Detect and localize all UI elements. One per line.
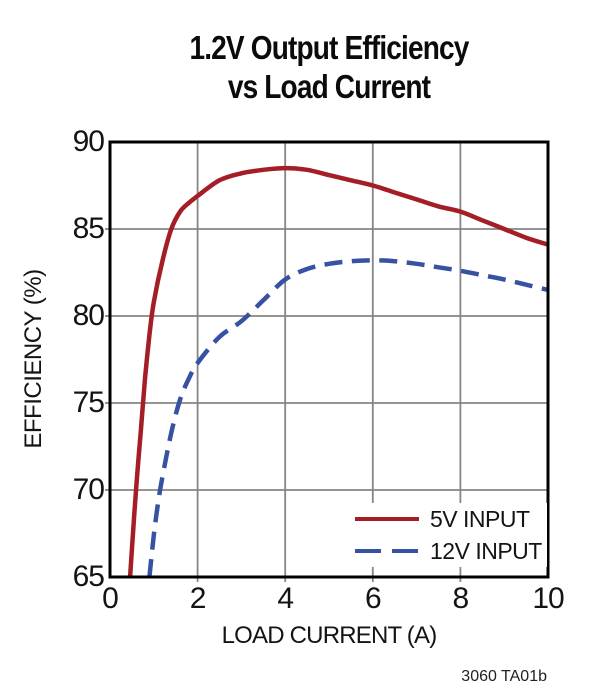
curve-12v-input bbox=[147, 258, 548, 577]
legend-row-5v-input: 5V INPUT bbox=[348, 506, 547, 532]
x-tick-label: 0 bbox=[102, 582, 119, 615]
y-tick-label: 70 bbox=[72, 473, 105, 506]
x-tick-label: 10 bbox=[532, 582, 564, 615]
y-tick-label: 80 bbox=[72, 299, 105, 332]
x-axis-title: LOAD CURRENT (A) bbox=[221, 622, 438, 649]
x-tick-label: 6 bbox=[364, 582, 382, 615]
legend-swatch-solid-line bbox=[355, 516, 419, 522]
y-tick-label: 75 bbox=[72, 386, 105, 419]
legend: 5V INPUT 12V INPUT bbox=[348, 503, 547, 567]
legend-swatch-dashed-line bbox=[355, 548, 419, 554]
y-tick-label: 90 bbox=[72, 125, 105, 158]
curve-5v-input bbox=[127, 165, 548, 577]
x-tick-label: 2 bbox=[189, 582, 207, 615]
legend-row-12v-input: 12V INPUT bbox=[348, 538, 547, 564]
legend-label-12v-input: 12V INPUT bbox=[430, 538, 542, 564]
chart-title: 1.2V Output Efficiency vs Load Current bbox=[143, 28, 515, 106]
x-tick-label: 4 bbox=[277, 582, 294, 615]
y-tick-label: 85 bbox=[72, 212, 105, 245]
chart-title-line1: 1.2V Output Efficiency bbox=[189, 29, 469, 66]
legend-label-5v-input: 5V INPUT bbox=[430, 506, 530, 532]
plot-frame bbox=[108, 140, 550, 579]
y-axis-title: EFFICIENCY (%) bbox=[20, 269, 47, 449]
chart-title-line2: vs Load Current bbox=[227, 68, 431, 105]
x-tick-label: 8 bbox=[452, 582, 470, 615]
figure-number: 3060 TA01b bbox=[461, 668, 547, 685]
y-tick-label: 65 bbox=[72, 560, 105, 593]
